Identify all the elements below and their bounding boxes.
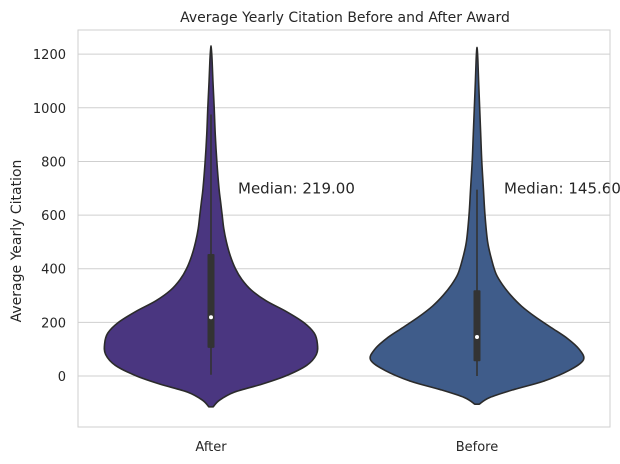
median-dot-after [209, 315, 213, 320]
median-annotation-after: Median: 219.00 [238, 179, 355, 197]
x-axis-ticks: After Before [195, 440, 498, 455]
y-axis-label: Average Yearly Citation [9, 160, 25, 323]
median-dot-before [475, 334, 479, 339]
x-tick-label-before: Before [456, 440, 499, 455]
plot-frame [77, 29, 611, 428]
iqr-box-after [207, 253, 215, 348]
y-axis-ticks: 0 200 400 600 800 1000 1200 [33, 48, 66, 385]
y-tick-label-0: 0 [58, 370, 66, 385]
y-tick-label-1200: 1200 [33, 48, 66, 63]
y-tick-label-1000: 1000 [33, 102, 66, 117]
y-tick-label-400: 400 [41, 263, 66, 278]
y-tick-label-600: 600 [41, 209, 66, 224]
y-tick-label-800: 800 [41, 155, 66, 170]
violins: Median: 219.00 Median: 145.60 [103, 45, 620, 408]
x-tick-label-after: After [195, 440, 227, 455]
median-annotation-before: Median: 145.60 [504, 179, 620, 197]
iqr-box-before [473, 290, 481, 362]
y-tick-label-200: 200 [41, 316, 66, 331]
chart-title: Average Yearly Citation Before and After… [180, 10, 510, 26]
